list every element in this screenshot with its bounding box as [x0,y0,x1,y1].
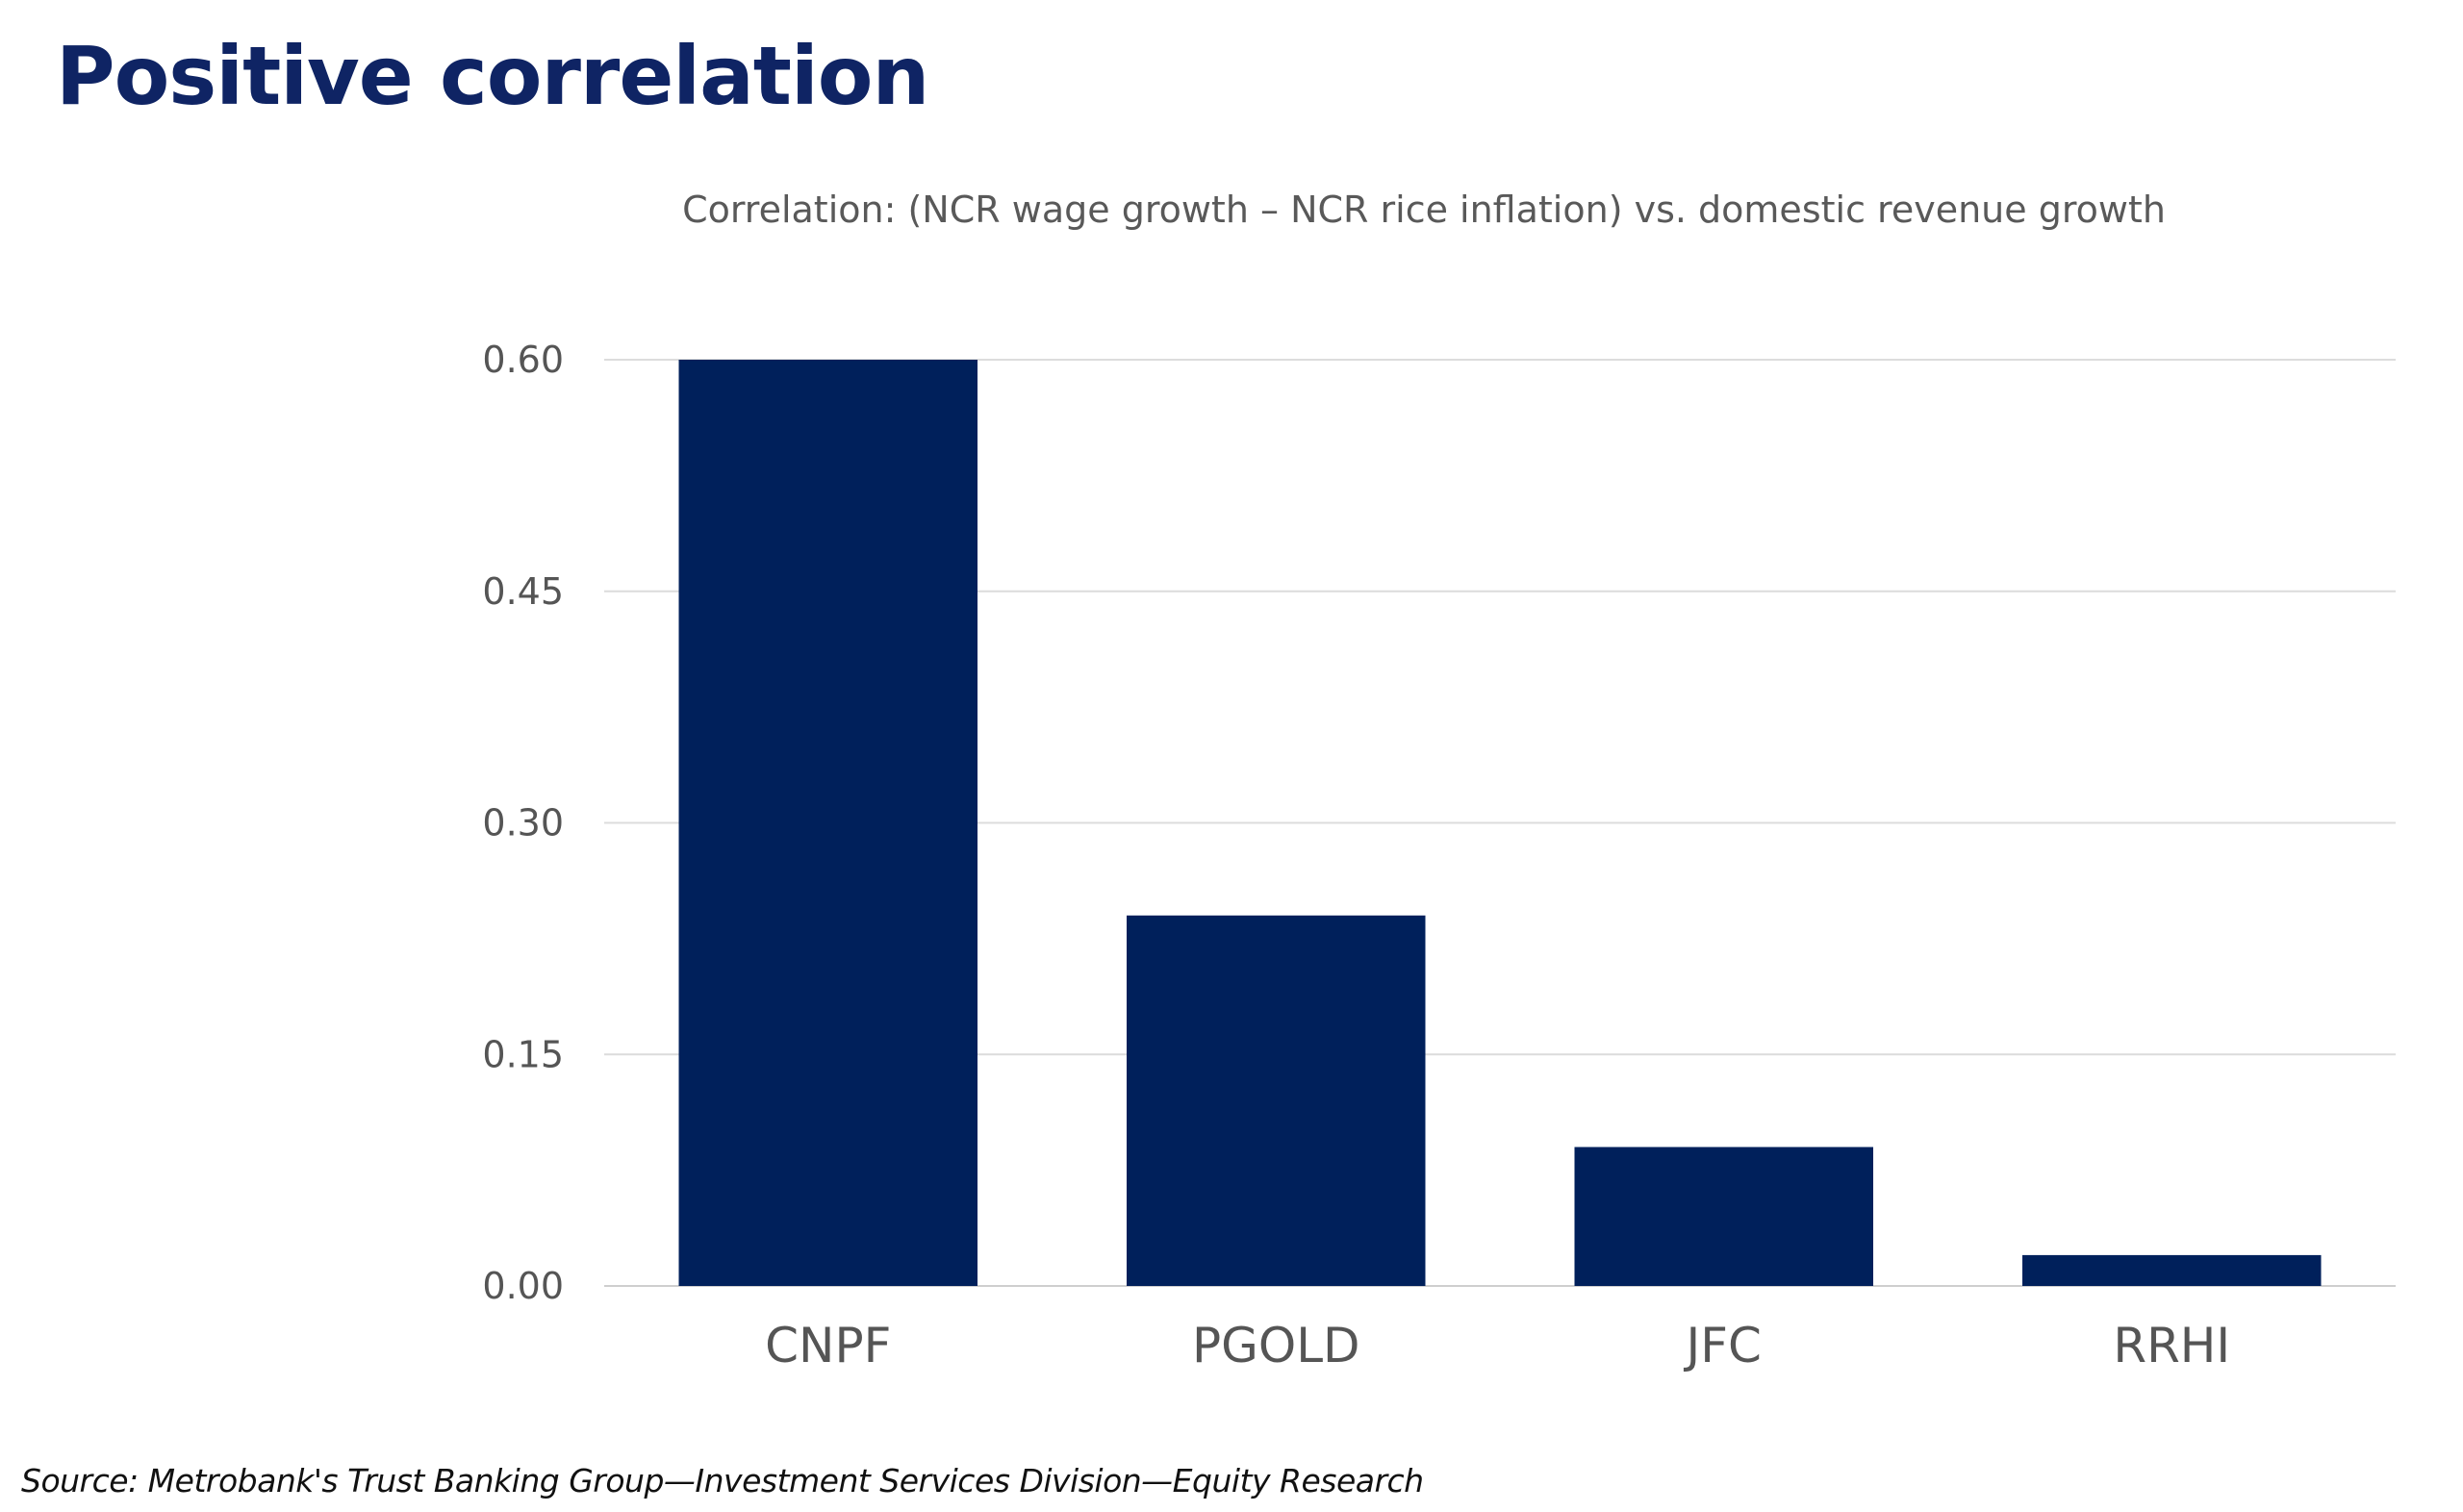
bar-jfc [1574,1147,1873,1286]
bars [678,360,2322,1286]
x-tick-label: JFC [1684,1318,1762,1373]
x-tick-label: PGOLD [1192,1318,1360,1373]
y-tick-label: 0.15 [482,1033,564,1075]
y-axis-ticks: 0.00 0.15 0.30 0.45 0.60 [482,339,564,1307]
x-tick-label: RRHI [2113,1318,2230,1373]
y-tick-label: 0.30 [482,802,564,844]
bar-cnpf [678,360,978,1286]
bar-rrhi [2022,1254,2322,1286]
page-title: Positive correlation [56,29,929,123]
y-tick-label: 0.45 [482,570,564,613]
chart-title: Correlation: (NCR wage growth – NCR rice… [682,189,2166,231]
y-tick-label: 0.00 [482,1265,564,1307]
source-note: Source: Metrobank's Trust Banking Group—… [21,1462,1424,1499]
x-axis-ticks: CNPF PGOLD JFC RRHI [765,1318,2230,1373]
bar-pgold [1127,915,1426,1286]
y-tick-label: 0.60 [482,339,564,381]
x-tick-label: CNPF [765,1318,891,1373]
